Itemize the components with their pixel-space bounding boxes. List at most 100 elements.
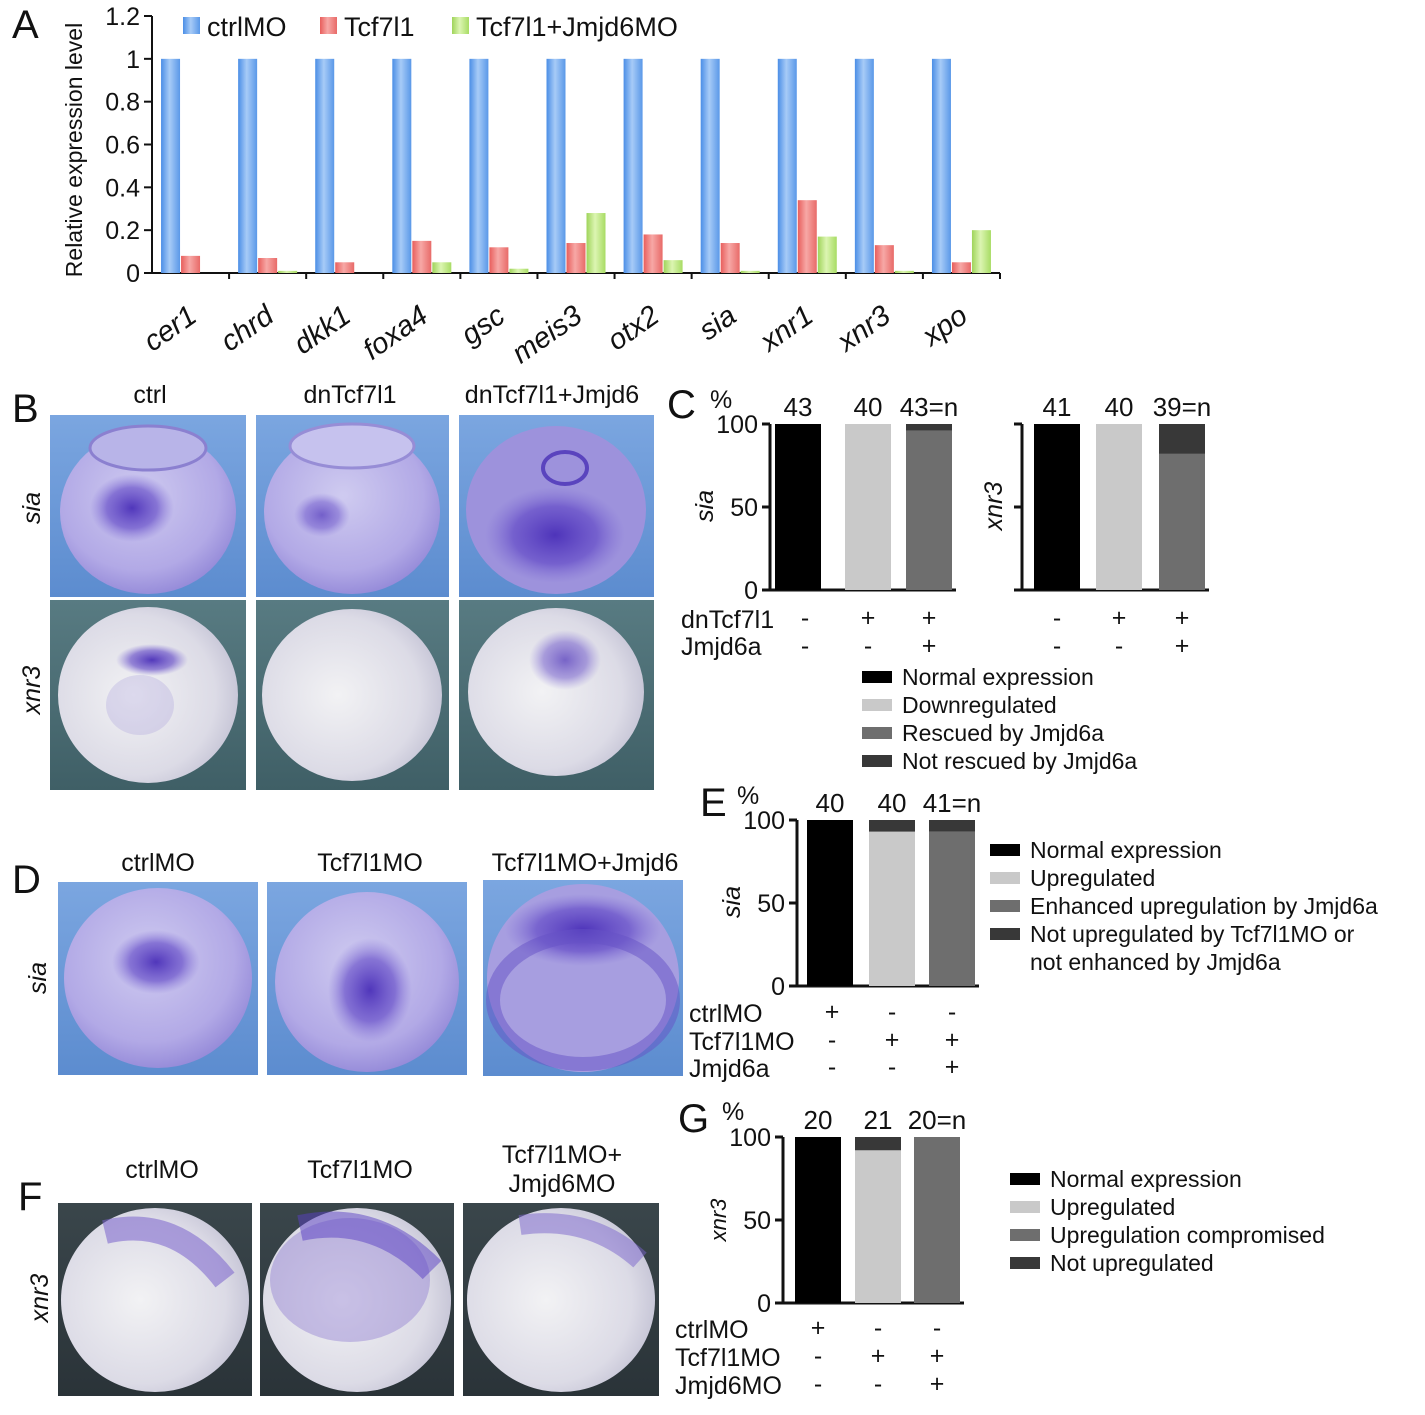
n-label: 43 bbox=[784, 392, 813, 422]
panel-c-stacked-bars: % sia xnr3 dnTcf7l1 Jmjd6a 0 50 100 43 40 43=… bbox=[681, 386, 1211, 661]
bar-tcf7l1 bbox=[720, 243, 740, 273]
panel-b-col-label: ctrl bbox=[133, 381, 166, 409]
n-label: 40 bbox=[816, 788, 845, 818]
legend-label: not enhanced by Jmjd6a bbox=[1030, 949, 1281, 975]
x-category-label: foxa4 bbox=[357, 300, 433, 367]
bar-ctrlmo bbox=[854, 58, 874, 274]
bar-tcf7l1 bbox=[643, 234, 663, 273]
panel-g-ylabel: xnr3 bbox=[706, 1198, 731, 1243]
sign-label: + bbox=[861, 604, 876, 632]
bar-tcf7l1 bbox=[874, 245, 894, 273]
bar-tcf7l1-jmjd6mo bbox=[278, 270, 298, 273]
legend-label: Normal expression bbox=[1030, 837, 1222, 863]
panel-g-percent: % bbox=[722, 1098, 744, 1126]
sign-label: - bbox=[874, 1370, 882, 1398]
stack-segment bbox=[1159, 453, 1205, 590]
panel-f-col-label: ctrlMO bbox=[125, 1156, 199, 1184]
panel-d-row-label: sia bbox=[24, 962, 52, 994]
sign-label: - bbox=[888, 998, 896, 1026]
row-label: Jmjd6a bbox=[681, 633, 762, 661]
y-tick-label: 0.8 bbox=[105, 89, 140, 117]
embryo-image bbox=[459, 415, 654, 597]
row-label: ctrlMO bbox=[689, 1000, 763, 1028]
sign-label: - bbox=[828, 1053, 836, 1081]
panel-e-stacked-bars: % sia ctrlMO Tcf7l1MO Jmjd6a 0 50 100 40 40 4… bbox=[689, 782, 981, 1083]
x-category-label: xnr1 bbox=[753, 300, 819, 360]
sign-label: - bbox=[814, 1370, 822, 1398]
legend-label: Normal expression bbox=[902, 664, 1094, 690]
n-label: 41=n bbox=[923, 788, 982, 818]
stack-segment bbox=[929, 831, 975, 986]
x-category-label: dkk1 bbox=[288, 300, 357, 361]
bar-tcf7l1-jmjd6mo bbox=[817, 236, 837, 273]
bar-ctrlmo bbox=[546, 58, 566, 274]
x-category-label: gsc bbox=[456, 299, 512, 351]
panel-g-stacked-bars: % xnr3 ctrlMO Tcf7l1MO Jmjd6MO 0 50 100 20 2… bbox=[675, 1098, 966, 1400]
bar-tcf7l1 bbox=[566, 243, 586, 273]
row-label: Tcf7l1MO bbox=[689, 1028, 795, 1056]
embryo-image bbox=[260, 1203, 454, 1396]
embryo-image bbox=[459, 600, 654, 790]
y-tick-label: 0 bbox=[744, 577, 758, 605]
legend-label: Upregulated bbox=[1030, 865, 1155, 891]
bar-tcf7l1 bbox=[412, 240, 432, 273]
y-tick-label: 1 bbox=[126, 46, 140, 74]
y-tick-label: 1.2 bbox=[105, 3, 140, 31]
n-label: 39=n bbox=[1153, 392, 1212, 422]
stack-segment bbox=[775, 424, 821, 590]
legend-swatch bbox=[862, 699, 892, 711]
bar-tcf7l1-jmjd6mo bbox=[740, 270, 760, 273]
panel-letter-a: A bbox=[12, 3, 39, 47]
legend-swatch bbox=[183, 17, 200, 34]
legend-label: Downregulated bbox=[902, 692, 1057, 718]
sign-label: + bbox=[922, 632, 937, 660]
sign-label: - bbox=[1115, 632, 1123, 660]
bar-ctrlmo bbox=[238, 58, 258, 274]
row-label: Jmjd6a bbox=[689, 1055, 770, 1083]
sign-label: - bbox=[948, 998, 956, 1026]
y-tick-label: 0.6 bbox=[105, 132, 140, 160]
y-tick-label: 0.2 bbox=[105, 217, 140, 245]
stack-segment bbox=[1096, 424, 1142, 590]
bar-tcf7l1 bbox=[335, 262, 355, 273]
legend-label: Not rescued by Jmjd6a bbox=[902, 748, 1137, 774]
panel-b-row-label: xnr3 bbox=[18, 666, 46, 716]
bar-tcf7l1-jmjd6mo bbox=[663, 260, 683, 273]
sign-label: - bbox=[801, 632, 809, 660]
sign-label: + bbox=[922, 604, 937, 632]
sign-label: + bbox=[825, 998, 840, 1026]
stack-segment bbox=[1034, 424, 1080, 590]
stack-segment bbox=[1159, 424, 1205, 454]
panel-e-ylabel: sia bbox=[718, 886, 746, 918]
legend-label: Rescued by Jmjd6a bbox=[902, 720, 1104, 746]
bar-ctrlmo bbox=[623, 58, 643, 274]
y-tick-label: 50 bbox=[730, 494, 758, 522]
sign-label: + bbox=[930, 1370, 945, 1398]
legend-swatch bbox=[990, 900, 1020, 912]
panel-d-col-label: ctrlMO bbox=[121, 849, 195, 877]
panel-e-percent: % bbox=[737, 782, 759, 810]
stack-segment bbox=[855, 1137, 901, 1151]
stack-segment bbox=[855, 1150, 901, 1303]
stack-segment bbox=[929, 820, 975, 832]
n-label: 20=n bbox=[908, 1105, 967, 1135]
y-tick-label: 0.4 bbox=[105, 174, 140, 202]
sign-label: - bbox=[814, 1342, 822, 1370]
legend-swatch bbox=[1010, 1201, 1040, 1213]
panel-b-col-label: dnTcf7l1 bbox=[303, 381, 396, 409]
bar-tcf7l1-jmjd6mo bbox=[432, 262, 452, 273]
legend-swatch bbox=[452, 17, 469, 34]
panel-b-images: ctrl dnTcf7l1 dnTcf7l1+Jmjd6 sia xnr3 bbox=[18, 381, 654, 790]
panel-d-images: ctrlMO Tcf7l1MO Tcf7l1MO+Jmjd6 sia bbox=[24, 849, 683, 1076]
bar-tcf7l1 bbox=[797, 200, 817, 273]
x-category-label: cer1 bbox=[138, 300, 203, 359]
legend-swatch bbox=[1010, 1257, 1040, 1269]
row-label: Tcf7l1MO bbox=[675, 1344, 781, 1372]
bar-ctrlmo bbox=[392, 58, 412, 274]
panel-letter-g: G bbox=[678, 1097, 709, 1141]
bar-tcf7l1 bbox=[489, 247, 509, 273]
panel-a-ylabel: Relative expression level bbox=[61, 23, 87, 277]
n-label: 41 bbox=[1043, 392, 1072, 422]
